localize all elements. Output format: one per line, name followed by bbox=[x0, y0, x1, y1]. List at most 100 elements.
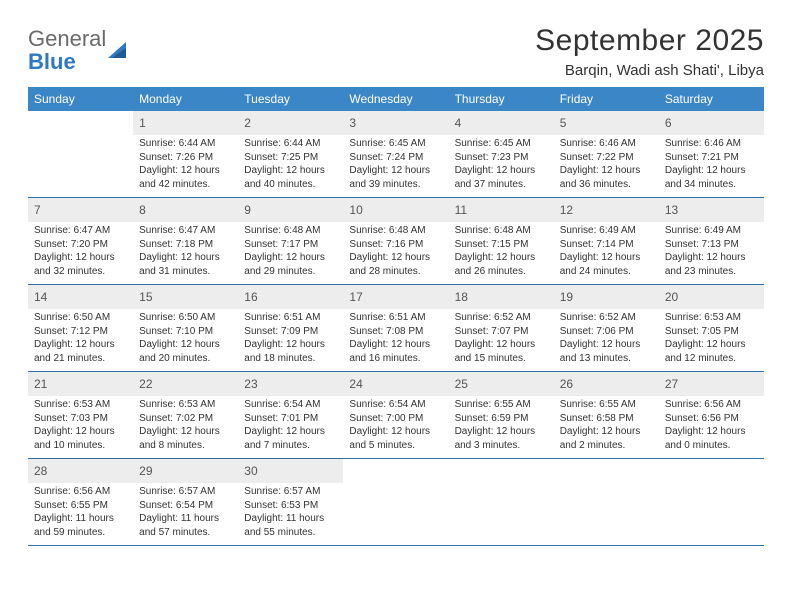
weekday-header: Monday bbox=[133, 87, 238, 111]
sunrise-text: Sunrise: 6:46 AM bbox=[560, 137, 653, 151]
daylight-text: Daylight: 12 hours and 0 minutes. bbox=[665, 425, 758, 452]
day-cell: 29Sunrise: 6:57 AMSunset: 6:54 PMDayligh… bbox=[133, 459, 238, 545]
weekday-header: Sunday bbox=[28, 87, 133, 111]
day-cell: 26Sunrise: 6:55 AMSunset: 6:58 PMDayligh… bbox=[554, 372, 659, 458]
day-cell: 27Sunrise: 6:56 AMSunset: 6:56 PMDayligh… bbox=[659, 372, 764, 458]
day-cell: 17 Sunrise: 6:51 AMSunset: 7:08 PMDayligh… bbox=[343, 285, 448, 371]
day-cell: 23Sunrise: 6:54 AMSunset: 7:01 PMDayligh… bbox=[238, 372, 343, 458]
sunrise-text: Sunrise: 6:57 AM bbox=[139, 485, 232, 499]
day-number: 2 bbox=[244, 116, 251, 130]
day-number-bar: 13 bbox=[659, 198, 764, 222]
day-number: 4 bbox=[455, 116, 462, 130]
sunrise-text: Sunrise: 6:48 AM bbox=[455, 224, 548, 238]
sunrise-text: Sunrise: 6:54 AM bbox=[349, 398, 442, 412]
sunrise-text: Sunrise: 6:45 AM bbox=[349, 137, 442, 151]
sunset-text: Sunset: 7:07 PM bbox=[455, 325, 548, 339]
day-number-bar: 20 bbox=[659, 285, 764, 309]
daylight-text: Daylight: 12 hours and 28 minutes. bbox=[349, 251, 442, 278]
sunset-text: Sunset: 6:53 PM bbox=[244, 499, 337, 513]
daylight-text: Daylight: 12 hours and 24 minutes. bbox=[560, 251, 653, 278]
day-details: Sunrise: 6:44 AMSunset: 7:26 PMDaylight:… bbox=[133, 135, 238, 197]
day-details: Sunrise: 6:52 AMSunset: 7:07 PMDaylight:… bbox=[449, 309, 554, 371]
day-cell: 22Sunrise: 6:53 AMSunset: 7:02 PMDayligh… bbox=[133, 372, 238, 458]
day-number: 13 bbox=[665, 203, 678, 217]
day-number: 7 bbox=[34, 203, 41, 217]
sunrise-text: Sunrise: 6:49 AM bbox=[560, 224, 653, 238]
sunrise-text: Sunrise: 6:47 AM bbox=[34, 224, 127, 238]
sunrise-text: Sunrise: 6:54 AM bbox=[244, 398, 337, 412]
day-details: Sunrise: 6:53 AMSunset: 7:03 PMDaylight:… bbox=[28, 396, 133, 458]
sunrise-text: Sunrise: 6:48 AM bbox=[244, 224, 337, 238]
daylight-text: Daylight: 12 hours and 40 minutes. bbox=[244, 164, 337, 191]
daylight-text: Daylight: 12 hours and 37 minutes. bbox=[455, 164, 548, 191]
day-details: Sunrise: 6:57 AMSunset: 6:54 PMDaylight:… bbox=[133, 483, 238, 545]
sunset-text: Sunset: 7:20 PM bbox=[34, 238, 127, 252]
day-cell bbox=[343, 459, 448, 545]
day-number-bar: 19 bbox=[554, 285, 659, 309]
day-details: Sunrise: 6:56 AMSunset: 6:55 PMDaylight:… bbox=[28, 483, 133, 545]
day-details: Sunrise: 6:57 AMSunset: 6:53 PMDaylight:… bbox=[238, 483, 343, 545]
week-row: 1 Sunrise: 6:44 AMSunset: 7:26 PMDaylight… bbox=[28, 111, 764, 198]
daylight-text: Daylight: 12 hours and 10 minutes. bbox=[34, 425, 127, 452]
daylight-text: Daylight: 12 hours and 36 minutes. bbox=[560, 164, 653, 191]
daylight-text: Daylight: 12 hours and 13 minutes. bbox=[560, 338, 653, 365]
day-number: 17 bbox=[349, 290, 362, 304]
day-cell: 5 Sunrise: 6:46 AMSunset: 7:22 PMDaylight… bbox=[554, 111, 659, 197]
day-number-bar: 2 bbox=[238, 111, 343, 135]
sunrise-text: Sunrise: 6:50 AM bbox=[34, 311, 127, 325]
day-cell: 28Sunrise: 6:56 AMSunset: 6:55 PMDayligh… bbox=[28, 459, 133, 545]
day-details: Sunrise: 6:49 AMSunset: 7:14 PMDaylight:… bbox=[554, 222, 659, 284]
sunset-text: Sunset: 7:09 PM bbox=[244, 325, 337, 339]
sunset-text: Sunset: 7:24 PM bbox=[349, 151, 442, 165]
sunset-text: Sunset: 6:58 PM bbox=[560, 412, 653, 426]
day-details: Sunrise: 6:51 AMSunset: 7:08 PMDaylight:… bbox=[343, 309, 448, 371]
week-row: 7 Sunrise: 6:47 AMSunset: 7:20 PM Daylight… bbox=[28, 198, 764, 285]
sunrise-text: Sunrise: 6:48 AM bbox=[349, 224, 442, 238]
day-number: 19 bbox=[560, 290, 573, 304]
day-number: 5 bbox=[560, 116, 567, 130]
weekday-header: Thursday bbox=[449, 87, 554, 111]
day-cell bbox=[659, 459, 764, 545]
daylight-text: Daylight: 12 hours and 20 minutes. bbox=[139, 338, 232, 365]
daylight-text: Daylight: 12 hours and 18 minutes. bbox=[244, 338, 337, 365]
day-details: Sunrise: 6:52 AMSunset: 7:06 PMDaylight:… bbox=[554, 309, 659, 371]
sunset-text: Sunset: 7:25 PM bbox=[244, 151, 337, 165]
day-number: 6 bbox=[665, 116, 672, 130]
day-details: Sunrise: 6:48 AMSunset: 7:16 PMDaylight:… bbox=[343, 222, 448, 284]
sunset-text: Sunset: 7:21 PM bbox=[665, 151, 758, 165]
sunrise-text: Sunrise: 6:53 AM bbox=[139, 398, 232, 412]
day-number: 22 bbox=[139, 377, 152, 391]
day-cell: 2Sunrise: 6:44 AMSunset: 7:25 PMDaylight… bbox=[238, 111, 343, 197]
day-number-bar: 27 bbox=[659, 372, 764, 396]
day-details: Sunrise: 6:50 AMSunset: 7:12 PMDaylight:… bbox=[28, 309, 133, 371]
calendar-page: General Blue September 2025 Barqin, Wadi… bbox=[0, 0, 792, 546]
day-number-bar: 30 bbox=[238, 459, 343, 483]
sail-icon bbox=[108, 42, 130, 60]
day-details: Sunrise: 6:54 AMSunset: 7:01 PMDaylight:… bbox=[238, 396, 343, 458]
sunset-text: Sunset: 6:59 PM bbox=[455, 412, 548, 426]
day-number: 1 bbox=[139, 116, 146, 130]
day-details: Sunrise: 6:46 AMSunset: 7:21 PMDaylight:… bbox=[659, 135, 764, 197]
daylight-text: Daylight: 12 hours and 21 minutes. bbox=[34, 338, 127, 365]
day-cell: 14Sunrise: 6:50 AMSunset: 7:12 PMDayligh… bbox=[28, 285, 133, 371]
day-number-bar: 16 bbox=[238, 285, 343, 309]
sunrise-text: Sunrise: 6:49 AM bbox=[665, 224, 758, 238]
daylight-text: Daylight: 12 hours and 42 minutes. bbox=[139, 164, 232, 191]
logo: General Blue bbox=[28, 24, 130, 74]
sunrise-text: Sunrise: 6:52 AM bbox=[455, 311, 548, 325]
sunrise-text: Sunrise: 6:53 AM bbox=[34, 398, 127, 412]
week-row: 21Sunrise: 6:53 AMSunset: 7:03 PMDayligh… bbox=[28, 372, 764, 459]
daylight-text: Daylight: 12 hours and 31 minutes. bbox=[139, 251, 232, 278]
day-cell: 15Sunrise: 6:50 AMSunset: 7:10 PMDayligh… bbox=[133, 285, 238, 371]
day-cell bbox=[28, 111, 133, 197]
daylight-text: Daylight: 12 hours and 12 minutes. bbox=[665, 338, 758, 365]
daylight-text: Daylight: 12 hours and 26 minutes. bbox=[455, 251, 548, 278]
logo-word2: Blue bbox=[28, 49, 76, 74]
sunset-text: Sunset: 7:12 PM bbox=[34, 325, 127, 339]
sunset-text: Sunset: 7:22 PM bbox=[560, 151, 653, 165]
day-details: Sunrise: 6:54 AMSunset: 7:00 PMDaylight:… bbox=[343, 396, 448, 458]
weeks-container: 1 Sunrise: 6:44 AMSunset: 7:26 PMDaylight… bbox=[28, 111, 764, 546]
sunset-text: Sunset: 7:05 PM bbox=[665, 325, 758, 339]
day-cell: 12Sunrise: 6:49 AMSunset: 7:14 PMDayligh… bbox=[554, 198, 659, 284]
sunrise-text: Sunrise: 6:51 AM bbox=[244, 311, 337, 325]
